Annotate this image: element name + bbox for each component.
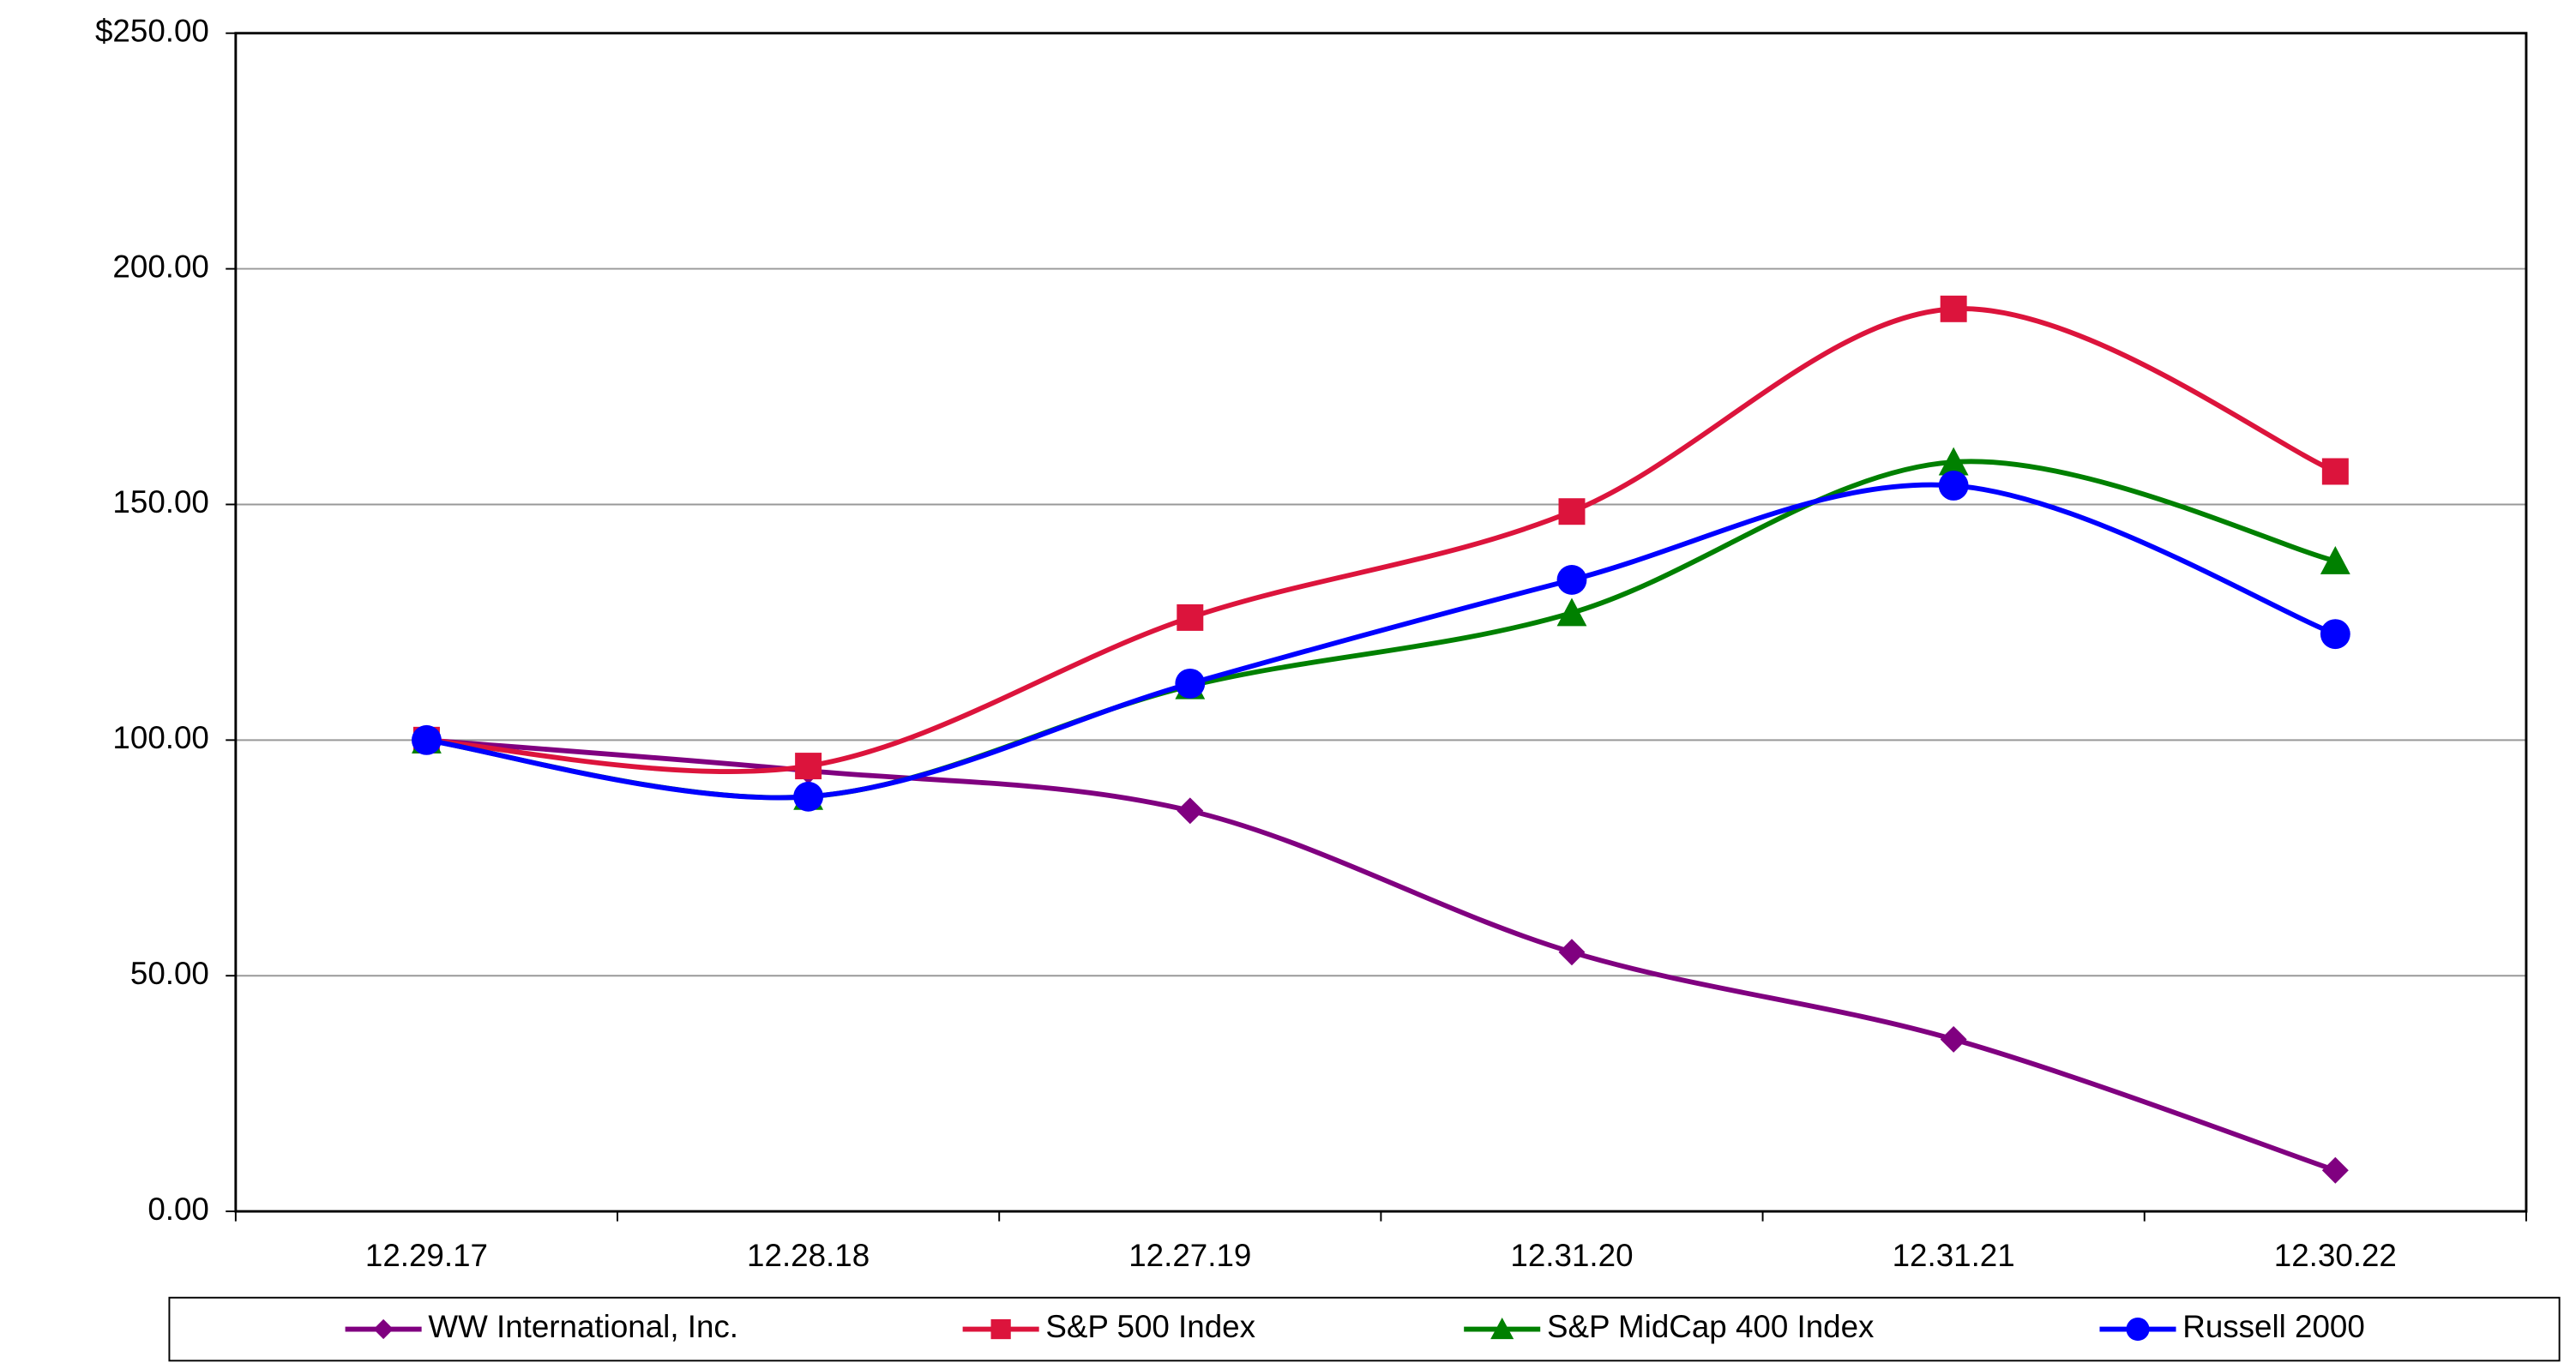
x-tick-label: 12.31.20 [1510, 1238, 1633, 1273]
y-tick-label: 50.00 [130, 956, 209, 991]
legend-label: S&P MidCap 400 Index [1547, 1309, 1874, 1344]
marker [1177, 603, 1204, 631]
marker [2320, 619, 2350, 650]
marker [793, 781, 824, 812]
plot-border [234, 32, 2528, 1213]
legend-marker [990, 1318, 1011, 1340]
series [412, 471, 2350, 812]
marker [1558, 498, 1586, 525]
x-tick-label: 12.29.17 [365, 1238, 488, 1273]
marker [795, 753, 822, 780]
legend-item: S&P MidCap 400 Index [1464, 1309, 1874, 1344]
y-tick-label: 150.00 [112, 484, 208, 519]
marker [1556, 597, 1587, 627]
series-line [426, 737, 2337, 1174]
marker [1177, 797, 1204, 825]
y-tick-label: 200.00 [112, 249, 208, 284]
legend-label: WW International, Inc. [428, 1309, 738, 1344]
marker [2320, 546, 2350, 574]
marker [2321, 1156, 2349, 1184]
legend-item: S&P 500 Index [962, 1309, 1255, 1344]
x-tick-label: 12.31.21 [1893, 1238, 2015, 1273]
marker [1940, 1025, 1967, 1053]
legend-box [168, 1296, 2561, 1362]
marker [1556, 565, 1587, 595]
x-tick-label: 12.30.22 [2274, 1238, 2397, 1273]
marker [1938, 471, 1969, 501]
legend-marker [373, 1318, 394, 1340]
legend-marker [1490, 1317, 1514, 1340]
legend-label: S&P 500 Index [1045, 1309, 1255, 1344]
marker [2321, 458, 2349, 485]
legend-label: Russell 2000 [2182, 1309, 2365, 1344]
marker [1558, 939, 1586, 966]
y-tick-label: 100.00 [112, 720, 208, 755]
marker [1938, 447, 1969, 476]
y-tick-label: 0.00 [147, 1192, 209, 1227]
marker [412, 724, 442, 755]
series [412, 295, 2349, 780]
y-tick-label: $250.00 [95, 13, 209, 48]
legend-item: WW International, Inc. [345, 1309, 738, 1344]
marker [1175, 668, 1206, 699]
marker [1940, 295, 1967, 322]
legend-marker [2126, 1317, 2150, 1342]
x-tick-label: 12.28.18 [747, 1238, 870, 1273]
series-line [426, 306, 2337, 774]
x-tick-label: 12.27.19 [1129, 1238, 1251, 1273]
legend-item: Russell 2000 [2099, 1309, 2365, 1344]
series-line [426, 482, 2337, 801]
